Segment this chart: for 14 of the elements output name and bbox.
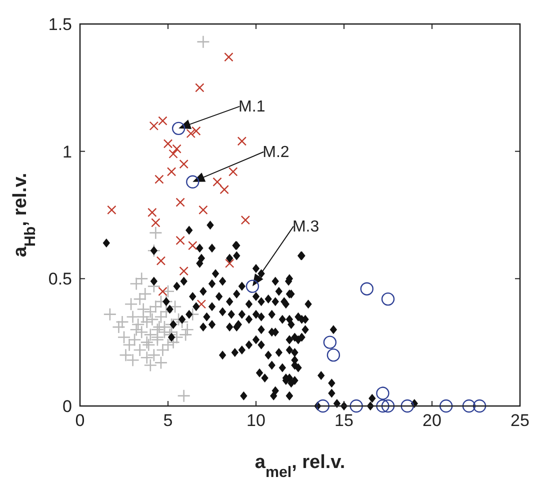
annotation: M.3: [292, 218, 320, 236]
y-tick-label: 0.5: [48, 270, 72, 289]
annotation: M.1: [238, 98, 266, 116]
x-tick-label: 5: [163, 411, 173, 430]
y-tick-label: 1.5: [48, 15, 72, 34]
x-axis-title: a$_{mel}$, rel.v.: [254, 452, 346, 480]
x-tick-label: 20: [422, 411, 442, 430]
x-tick-label: 0: [75, 411, 85, 430]
x-tick-label: 10: [246, 411, 266, 430]
annotation: M.2: [262, 144, 290, 161]
x-tick-label: 25: [510, 411, 530, 430]
x-tick-label: 15: [334, 411, 354, 430]
y-tick-label: 0: [62, 397, 72, 416]
y-tick-label: 1: [62, 142, 72, 162]
